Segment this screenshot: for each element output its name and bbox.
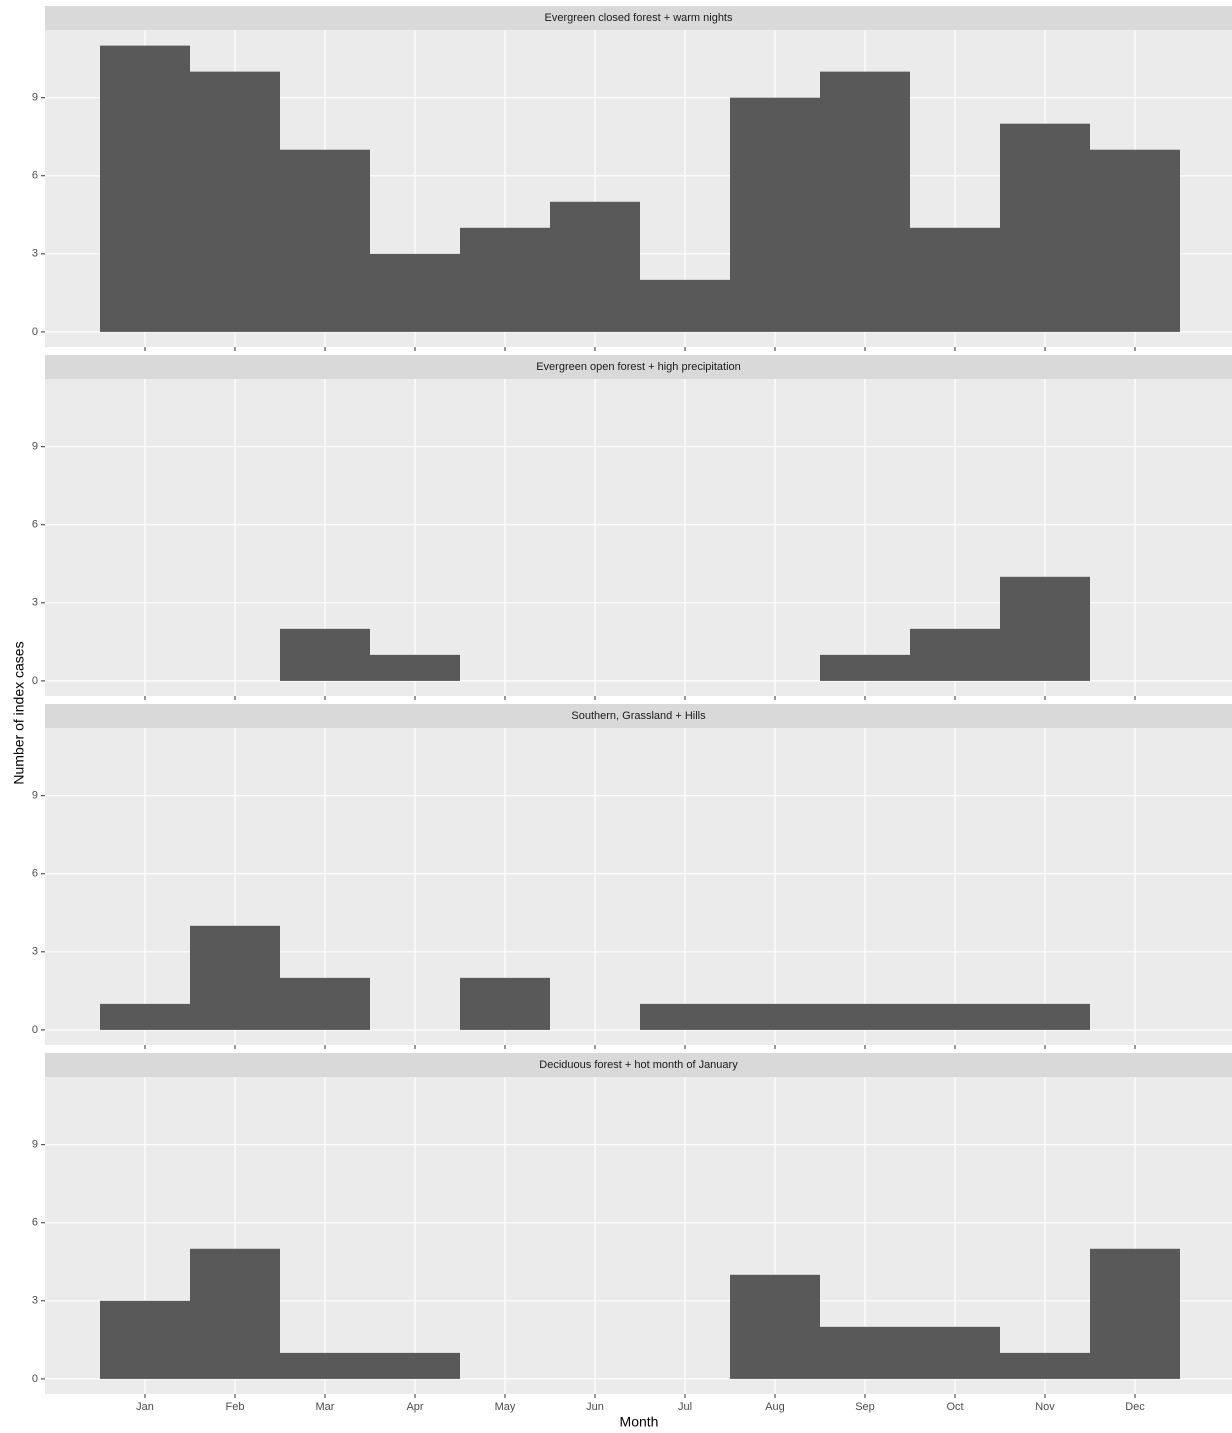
bar xyxy=(910,1326,1000,1379)
x-tick-label: Jan xyxy=(136,1401,154,1413)
x-tick-label: Dec xyxy=(1125,1401,1145,1413)
bar xyxy=(1000,576,1090,681)
bar xyxy=(1000,1352,1090,1379)
y-tick-label: 0 xyxy=(32,675,38,687)
bar xyxy=(370,253,460,332)
x-tick-label: Aug xyxy=(765,1401,785,1413)
y-tick-label: 0 xyxy=(32,326,38,338)
y-tick-label: 9 xyxy=(32,441,38,453)
panel-title: Evergreen closed forest + warm nights xyxy=(544,12,733,24)
y-tick-label: 6 xyxy=(32,170,38,182)
bar xyxy=(1090,1248,1180,1379)
y-tick-label: 0 xyxy=(32,1373,38,1385)
x-tick-label: Feb xyxy=(226,1401,245,1413)
bar xyxy=(550,201,640,332)
y-axis-label: Number of index cases xyxy=(11,641,27,784)
strip xyxy=(45,6,1232,30)
x-tick-label: Jun xyxy=(586,1401,604,1413)
bar xyxy=(640,1003,730,1030)
x-tick-label: Nov xyxy=(1035,1401,1055,1413)
y-tick-label: 3 xyxy=(32,946,38,958)
strip xyxy=(45,704,1232,728)
y-tick-label: 6 xyxy=(32,868,38,880)
bar xyxy=(730,1274,820,1379)
panel-title: Southern, Grassland + Hills xyxy=(571,710,706,722)
x-tick-label: Apr xyxy=(406,1401,423,1413)
bar xyxy=(100,1300,190,1379)
bar xyxy=(190,71,280,332)
panel-title: Deciduous forest + hot month of January xyxy=(539,1059,738,1071)
bar xyxy=(820,1003,910,1030)
bar xyxy=(1000,1003,1090,1030)
y-tick-label: 9 xyxy=(32,92,38,104)
bar xyxy=(280,977,370,1030)
x-axis-label: Month xyxy=(620,1414,659,1430)
bar xyxy=(190,1248,280,1379)
bar xyxy=(820,71,910,332)
bar xyxy=(280,628,370,681)
bar xyxy=(460,977,550,1030)
y-tick-label: 0 xyxy=(32,1024,38,1036)
bar xyxy=(910,628,1000,681)
bar xyxy=(730,1003,820,1030)
bar xyxy=(1000,123,1090,332)
y-tick-label: 9 xyxy=(32,1139,38,1151)
bar xyxy=(910,227,1000,332)
y-tick-label: 3 xyxy=(32,248,38,260)
y-tick-label: 9 xyxy=(32,790,38,802)
bar xyxy=(1090,149,1180,332)
bar xyxy=(280,1352,370,1379)
y-tick-label: 6 xyxy=(32,1217,38,1229)
x-tick-label: Mar xyxy=(316,1401,335,1413)
bar xyxy=(460,227,550,332)
bar xyxy=(190,925,280,1030)
x-tick-label: May xyxy=(495,1401,516,1413)
y-tick-label: 6 xyxy=(32,519,38,531)
bar xyxy=(100,45,190,332)
bar xyxy=(280,149,370,332)
bar xyxy=(820,654,910,681)
y-tick-label: 3 xyxy=(32,1295,38,1307)
panel-title: Evergreen open forest + high precipitati… xyxy=(536,361,741,373)
bar xyxy=(820,1326,910,1379)
bar xyxy=(640,279,730,332)
x-tick-label: Sep xyxy=(855,1401,875,1413)
bar xyxy=(100,1003,190,1030)
x-tick-label: Oct xyxy=(946,1401,963,1413)
bar xyxy=(730,97,820,332)
bar xyxy=(370,654,460,681)
bar xyxy=(910,1003,1000,1030)
y-tick-label: 3 xyxy=(32,597,38,609)
strip xyxy=(45,355,1232,379)
x-tick-label: Jul xyxy=(678,1401,692,1413)
bar xyxy=(370,1352,460,1379)
strip xyxy=(45,1053,1232,1077)
